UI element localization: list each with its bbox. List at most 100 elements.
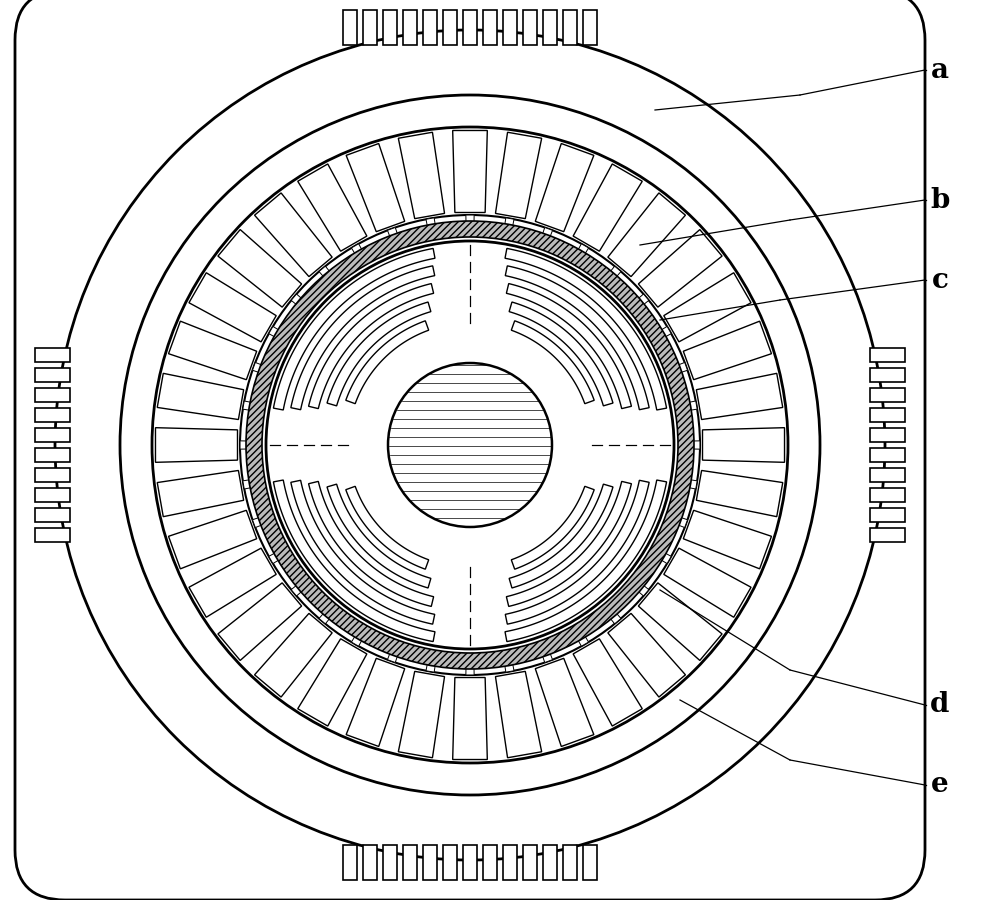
Polygon shape xyxy=(426,651,439,661)
Polygon shape xyxy=(389,640,404,652)
Bar xyxy=(383,845,397,880)
Polygon shape xyxy=(501,230,514,239)
Polygon shape xyxy=(505,480,667,642)
Polygon shape xyxy=(319,266,333,281)
Polygon shape xyxy=(696,471,783,517)
Polygon shape xyxy=(673,363,688,374)
Polygon shape xyxy=(291,481,435,625)
Polygon shape xyxy=(627,300,641,314)
Polygon shape xyxy=(218,230,302,307)
Polygon shape xyxy=(346,320,429,404)
Polygon shape xyxy=(426,230,439,239)
Bar xyxy=(870,508,905,522)
Circle shape xyxy=(152,127,788,763)
Bar xyxy=(563,10,577,45)
Polygon shape xyxy=(541,228,553,241)
Polygon shape xyxy=(466,663,474,675)
Circle shape xyxy=(120,95,820,795)
Bar xyxy=(870,388,905,402)
Bar xyxy=(35,388,70,402)
Polygon shape xyxy=(254,476,264,490)
Polygon shape xyxy=(607,609,621,624)
Bar xyxy=(423,845,437,880)
Polygon shape xyxy=(218,583,302,661)
Polygon shape xyxy=(506,284,631,409)
Bar xyxy=(35,368,70,382)
Polygon shape xyxy=(541,649,553,662)
Polygon shape xyxy=(254,400,264,414)
Polygon shape xyxy=(657,327,671,339)
Bar xyxy=(543,10,557,45)
Circle shape xyxy=(266,241,674,649)
Polygon shape xyxy=(309,482,434,607)
Text: a: a xyxy=(931,57,949,84)
Bar xyxy=(443,10,457,45)
Polygon shape xyxy=(535,658,594,746)
Polygon shape xyxy=(665,364,677,379)
Bar xyxy=(35,448,70,462)
Polygon shape xyxy=(325,274,339,288)
Polygon shape xyxy=(189,548,276,617)
Bar xyxy=(523,10,537,45)
Bar xyxy=(563,845,577,880)
Polygon shape xyxy=(664,273,751,342)
Bar xyxy=(403,845,417,880)
Polygon shape xyxy=(634,582,649,596)
Polygon shape xyxy=(607,266,621,281)
Polygon shape xyxy=(576,244,589,258)
Polygon shape xyxy=(387,649,399,662)
Bar xyxy=(503,845,517,880)
Bar xyxy=(35,408,70,422)
Text: e: e xyxy=(931,771,949,798)
Polygon shape xyxy=(683,510,771,569)
Polygon shape xyxy=(243,479,256,489)
Bar xyxy=(35,428,70,442)
Bar xyxy=(35,528,70,542)
Bar xyxy=(35,348,70,362)
Circle shape xyxy=(240,215,700,675)
Wedge shape xyxy=(246,221,694,669)
Polygon shape xyxy=(570,624,585,637)
Polygon shape xyxy=(319,609,333,624)
Polygon shape xyxy=(255,614,332,698)
Polygon shape xyxy=(504,659,514,672)
Polygon shape xyxy=(535,143,594,231)
Polygon shape xyxy=(299,300,313,314)
Polygon shape xyxy=(688,441,700,449)
Polygon shape xyxy=(505,481,649,625)
Polygon shape xyxy=(601,274,615,288)
Polygon shape xyxy=(509,302,613,406)
Polygon shape xyxy=(278,545,291,560)
Polygon shape xyxy=(157,471,244,517)
Polygon shape xyxy=(291,582,306,596)
Bar xyxy=(503,10,517,45)
Bar xyxy=(870,468,905,482)
Polygon shape xyxy=(298,639,367,726)
Text: d: d xyxy=(930,691,950,718)
Polygon shape xyxy=(649,330,662,345)
Polygon shape xyxy=(426,218,436,231)
Bar xyxy=(463,845,477,880)
Bar xyxy=(870,528,905,542)
Polygon shape xyxy=(309,284,434,409)
Polygon shape xyxy=(387,228,399,241)
Bar xyxy=(583,10,597,45)
Polygon shape xyxy=(189,273,276,342)
Polygon shape xyxy=(627,576,641,590)
Bar xyxy=(343,845,357,880)
Polygon shape xyxy=(273,480,435,642)
Polygon shape xyxy=(676,476,686,490)
Polygon shape xyxy=(576,632,589,646)
Polygon shape xyxy=(255,193,332,276)
Bar xyxy=(870,448,905,462)
Polygon shape xyxy=(325,602,339,616)
Polygon shape xyxy=(504,218,514,231)
Polygon shape xyxy=(608,193,685,276)
Text: b: b xyxy=(930,186,950,213)
Bar xyxy=(35,508,70,522)
Polygon shape xyxy=(389,238,404,249)
Polygon shape xyxy=(570,253,585,266)
Polygon shape xyxy=(505,266,649,410)
Circle shape xyxy=(388,363,552,527)
Polygon shape xyxy=(252,516,267,527)
